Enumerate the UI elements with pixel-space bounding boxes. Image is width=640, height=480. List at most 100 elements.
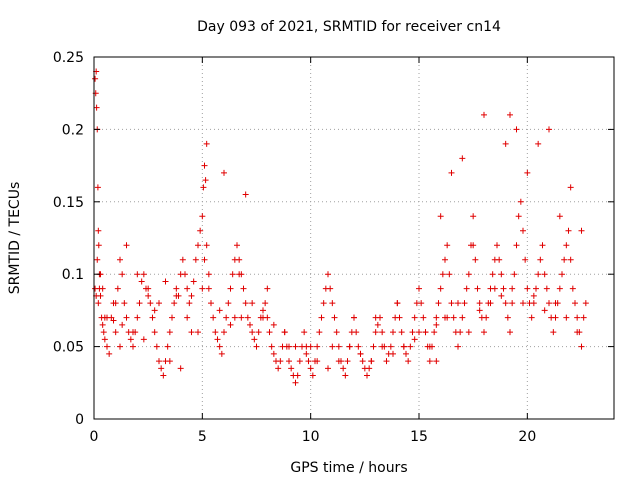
data-point [372,329,379,336]
data-point [151,329,158,336]
data-point [442,256,448,263]
data-point [242,191,249,198]
data-point [470,242,477,249]
data-point [537,256,544,263]
data-point [507,329,513,336]
data-point [344,358,351,365]
data-point [100,329,107,336]
data-point [580,314,587,321]
data-point [158,365,165,372]
data-point [221,169,227,176]
data-point [524,285,531,292]
data-point [331,314,338,321]
data-point [578,227,585,234]
data-point [515,213,522,220]
data-point [277,358,284,365]
data-point [134,271,141,278]
data-point [294,372,301,379]
x-tick-label: 10 [302,429,320,445]
data-point [390,350,396,357]
data-point [390,329,396,336]
data-point [383,358,390,365]
y-tick-label: 0.2 [62,122,84,138]
data-point [552,300,559,307]
data-point [433,321,440,328]
data-point [218,350,225,357]
x-tick-label: 5 [198,429,207,445]
data-point [517,198,524,205]
data-point [541,271,548,278]
data-point [200,184,207,191]
x-tick-label: 15 [410,429,428,445]
data-point [556,213,563,220]
data-point [201,162,208,169]
data-point [184,314,191,321]
data-point [234,242,240,249]
y-axis-label: SRMTID / TECUs [7,182,23,295]
data-point [227,285,234,292]
data-point [387,343,394,350]
data-point [92,75,99,82]
data-point [121,300,128,307]
grid [94,57,614,419]
data-point [305,358,312,365]
data-point [476,300,483,307]
data-point [559,271,565,278]
data-point [268,343,275,350]
data-point [147,300,154,307]
data-point [535,140,542,147]
data-point [407,343,414,350]
y-tick-label: 0.05 [53,340,84,356]
data-point [465,271,472,278]
data-point [236,271,243,278]
data-point [355,343,362,350]
data-point [502,300,509,307]
data-point [94,256,101,263]
data-point [153,343,160,350]
data-point [138,278,145,285]
data-point [303,350,310,357]
data-point [117,256,123,263]
data-point [426,343,433,350]
data-point [296,358,303,365]
data-point [565,227,572,234]
data-point [552,314,559,321]
data-point [435,300,442,307]
data-point [156,300,162,307]
data-point [481,111,487,118]
data-point [357,350,364,357]
data-point [379,329,386,336]
data-point [231,314,238,321]
data-point [489,271,496,278]
data-point [316,329,323,336]
data-point [184,285,191,292]
data-point [433,314,440,321]
data-point [114,285,121,292]
data-point [416,329,422,336]
data-point [530,300,537,307]
data-point [123,242,130,249]
data-point [320,300,327,307]
data-point [546,300,552,307]
data-point [203,242,210,249]
data-point [95,227,102,234]
data-point [156,358,162,365]
data-point [405,358,412,365]
data-point [574,314,581,321]
data-point [166,358,173,365]
data-point [173,292,180,299]
data-point [140,271,147,278]
data-point [372,314,379,321]
data-point [95,242,102,249]
data-point [236,256,243,263]
data-point [400,343,407,350]
data-point [535,271,542,278]
data-point [329,300,336,307]
data-point [190,278,197,285]
data-point [221,329,227,336]
data-point [301,329,308,336]
axis-ticks: 0 5 10 15 20 0 0.05 0.1 0.15 0.2 0.25 [53,50,614,445]
data-point [145,285,152,292]
data-point [353,329,360,336]
